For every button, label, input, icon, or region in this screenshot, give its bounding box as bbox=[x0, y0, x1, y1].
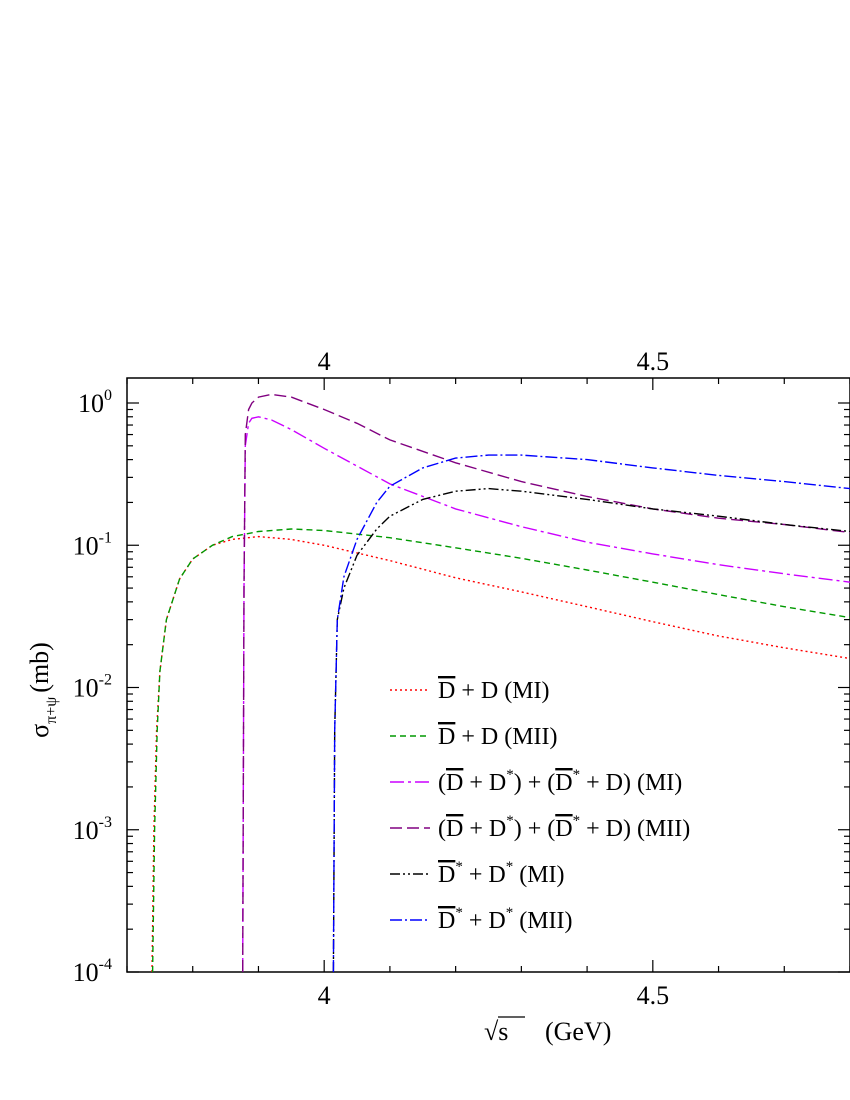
legend-label-1: D + D (MI) bbox=[438, 678, 550, 704]
y-tick-label: 100 bbox=[78, 387, 112, 418]
x-tick-label-top: 4 bbox=[318, 347, 331, 376]
legend-label-3: (D + D*) + (D* + D) (MI) bbox=[438, 767, 682, 796]
x-axis-unit: (GeV) bbox=[545, 1017, 611, 1046]
y-tick-label: 10-2 bbox=[73, 672, 112, 703]
x-axis-label: √s bbox=[484, 1017, 508, 1046]
y-axis: 100 10-1 10-2 10-3 10-4 bbox=[73, 387, 850, 987]
y-tick-label: 10-4 bbox=[73, 956, 112, 987]
legend-label-4: (D + D*) + (D* + D) (MII) bbox=[438, 813, 690, 842]
series-line-4 bbox=[242, 393, 850, 973]
series-line-6 bbox=[332, 454, 850, 973]
x-axis: 4 4 4.5 4.5 bbox=[126, 347, 850, 1010]
legend-label-5: D* + D* (MI) bbox=[438, 859, 565, 888]
y-tick-label: 10-3 bbox=[73, 814, 112, 845]
axis-labels: √s (GeV) σπ+ψ(mb) bbox=[25, 642, 611, 1046]
legend-label-6: D* + D* (MII) bbox=[438, 905, 573, 934]
y-axis-label: σπ+ψ(mb) bbox=[25, 642, 60, 738]
plot-frame bbox=[126, 377, 850, 973]
series-line-2 bbox=[151, 528, 850, 973]
x-tick-label: 4.5 bbox=[637, 981, 670, 1010]
legend-label-2: D + D (MII) bbox=[438, 724, 558, 750]
series-line-3 bbox=[242, 416, 850, 973]
series-line-5 bbox=[332, 487, 850, 973]
series-line-1 bbox=[151, 535, 850, 973]
y-tick-label: 10-1 bbox=[73, 529, 112, 560]
x-tick-label: 4 bbox=[318, 981, 331, 1010]
legend: D + D (MI) D + D (MII) (D + D*) + (D* + D)… bbox=[390, 678, 690, 934]
x-tick-label-top: 4.5 bbox=[637, 347, 670, 376]
curves-layer bbox=[151, 393, 850, 973]
